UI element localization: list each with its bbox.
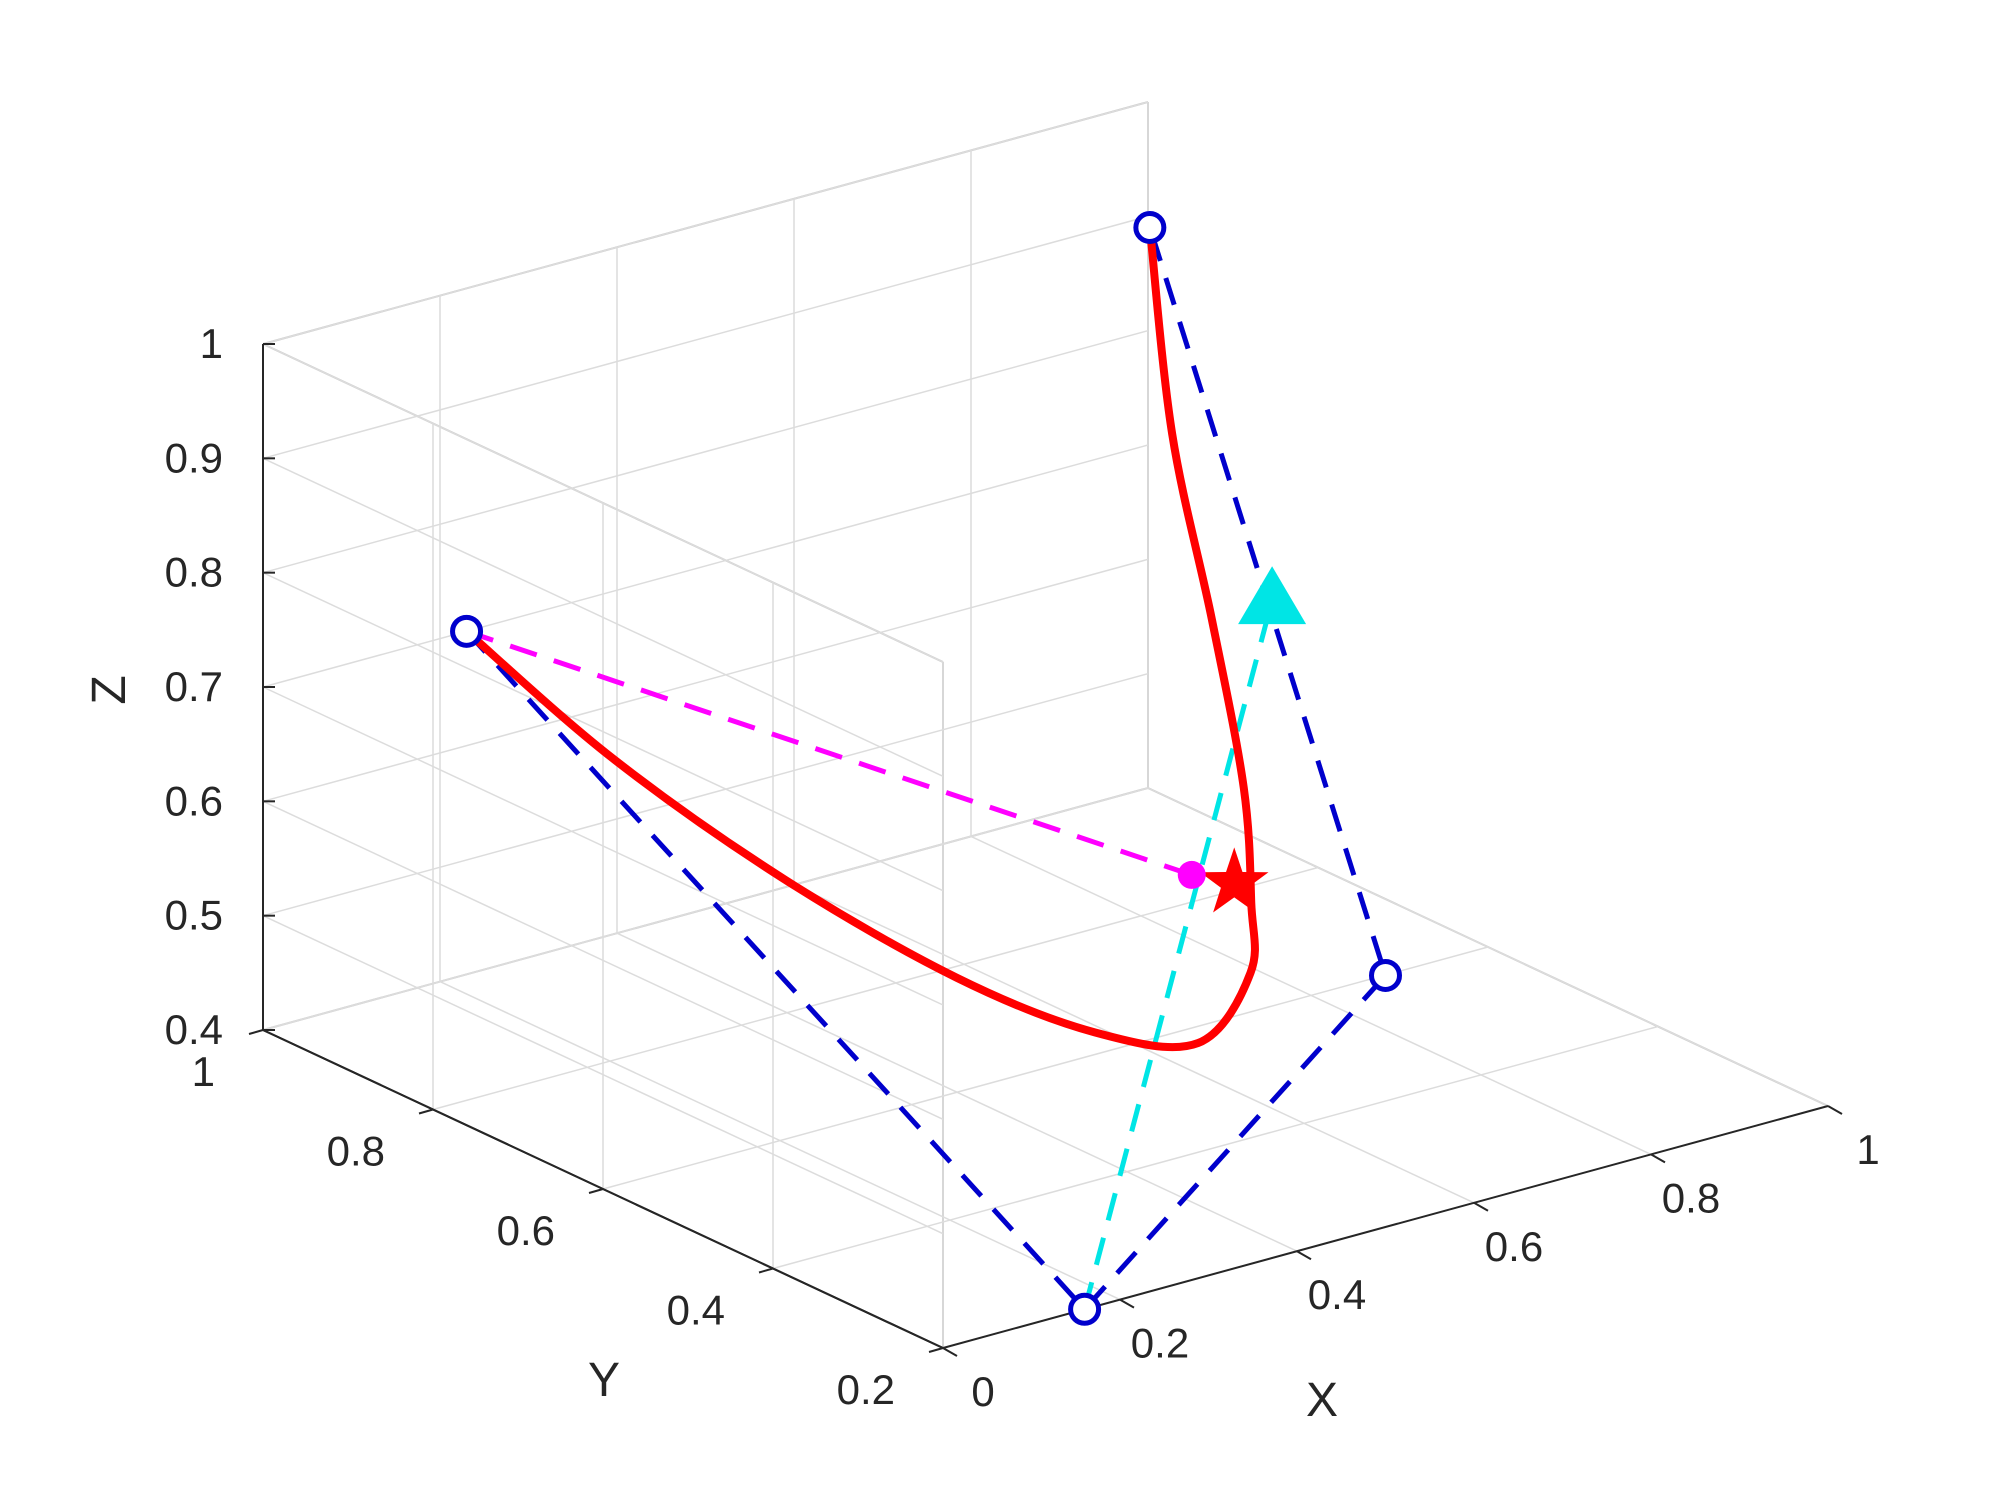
triangle-marker xyxy=(1238,566,1307,625)
grid-line xyxy=(262,686,944,1006)
z-tick-label: 1 xyxy=(200,320,223,367)
grid-line xyxy=(262,343,944,663)
axis-lines xyxy=(248,343,1843,1357)
axes-box xyxy=(262,101,1829,1349)
z-tick-label: 0.4 xyxy=(165,1006,223,1053)
dashed-line xyxy=(465,628,1193,878)
y-tick-label: 0.6 xyxy=(497,1207,555,1254)
x-tick-label: 0.4 xyxy=(1308,1271,1366,1318)
grid-line xyxy=(262,914,944,1235)
grid-line xyxy=(262,571,944,892)
vertex-marker xyxy=(1369,958,1402,992)
grid-line xyxy=(262,800,944,1121)
grid-line xyxy=(262,101,1149,345)
trajectory-curve xyxy=(462,223,1259,1052)
y-tick-label: 0.4 xyxy=(667,1287,725,1334)
star-marker xyxy=(1200,847,1269,913)
y-tick xyxy=(418,1108,434,1115)
grid-line xyxy=(432,866,1319,1111)
y-tick xyxy=(928,1347,944,1353)
x-tick xyxy=(942,1347,958,1357)
y-tick-label: 1 xyxy=(192,1048,215,1095)
x-tick xyxy=(1119,1298,1135,1309)
z-tick-label: 0.9 xyxy=(165,434,223,481)
grid-line xyxy=(262,787,1149,1031)
grid-line xyxy=(772,1025,1659,1270)
x-tick-label: 0.2 xyxy=(1131,1320,1189,1367)
vertex-marker xyxy=(1133,210,1167,244)
x-tick-label: 0 xyxy=(971,1368,994,1415)
z-tick-label: 0.8 xyxy=(165,549,223,596)
z-tick-label: 0.5 xyxy=(165,892,223,939)
dot-marker xyxy=(1177,860,1206,889)
vertex-marker xyxy=(450,614,484,648)
grid-line xyxy=(262,672,1149,917)
vertex-marker xyxy=(1068,1292,1102,1326)
x-axis-label: X xyxy=(1306,1374,1338,1427)
x-tick-label: 0.6 xyxy=(1485,1223,1543,1270)
y-tick xyxy=(588,1188,604,1194)
y-tick xyxy=(248,1029,264,1035)
tick-labels: 00.20.40.60.810.20.40.60.810.40.50.60.70… xyxy=(165,320,1880,1415)
y-tick xyxy=(758,1267,774,1274)
x-tick xyxy=(1827,1105,1843,1115)
grid-line xyxy=(262,444,1149,688)
z-tick-label: 0.7 xyxy=(165,663,223,710)
z-axis-label: Z xyxy=(83,675,136,704)
grid-line xyxy=(262,457,944,778)
x-tick-label: 1 xyxy=(1856,1126,1879,1173)
y-tick-label: 0.8 xyxy=(327,1128,385,1175)
grid-line xyxy=(262,558,1149,803)
x-tick xyxy=(1296,1250,1312,1261)
y-tick-label: 0.2 xyxy=(837,1366,895,1413)
x-tick xyxy=(1650,1153,1666,1164)
x-tick xyxy=(1473,1201,1489,1212)
grid-line xyxy=(262,329,1149,574)
z-tick-label: 0.6 xyxy=(165,777,223,824)
grid-lines xyxy=(262,101,1829,1349)
grid-line xyxy=(262,215,1149,460)
grid-line xyxy=(602,946,1489,1190)
dashed-line xyxy=(1082,599,1275,1310)
markers xyxy=(450,210,1402,1326)
y-axis-label: Y xyxy=(588,1354,620,1407)
x-tick-label: 0.8 xyxy=(1662,1174,1720,1221)
